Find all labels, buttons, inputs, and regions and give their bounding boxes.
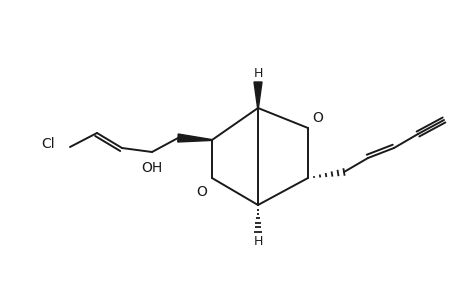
- Text: O: O: [312, 111, 323, 125]
- Polygon shape: [253, 82, 262, 108]
- Text: H: H: [253, 67, 262, 80]
- Text: O: O: [196, 185, 207, 199]
- Text: OH: OH: [141, 161, 162, 175]
- Text: H: H: [253, 236, 262, 248]
- Text: Cl: Cl: [41, 137, 55, 151]
- Polygon shape: [177, 134, 212, 142]
